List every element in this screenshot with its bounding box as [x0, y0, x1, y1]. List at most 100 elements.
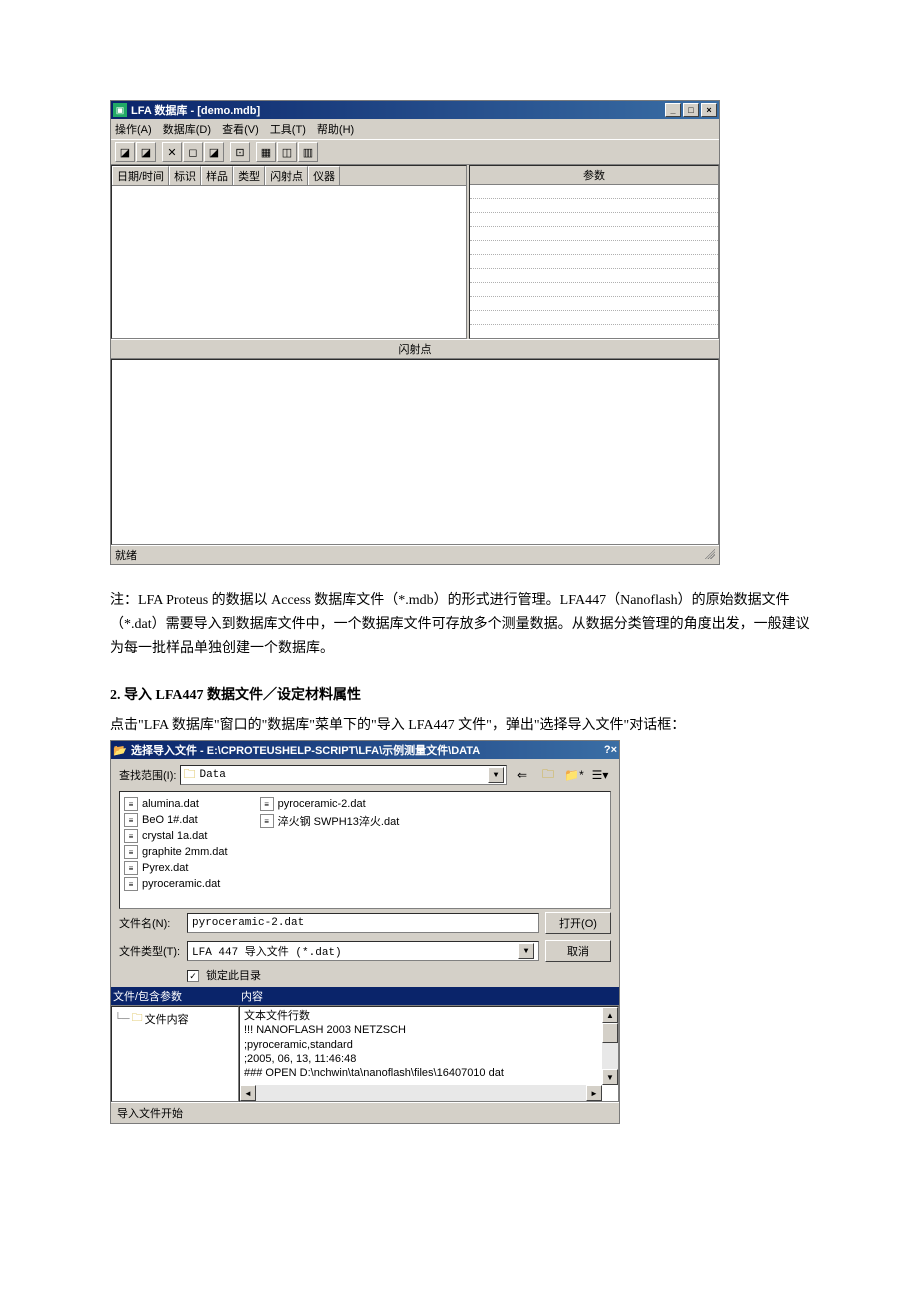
tree-pane[interactable]: └─ 🗀 文件内容 — [111, 1006, 239, 1102]
status-text: 导入文件开始 — [117, 1105, 183, 1121]
scroll-up-icon[interactable]: ▲ — [602, 1007, 618, 1023]
menu-database[interactable]: 数据库(D) — [163, 124, 211, 136]
separator — [157, 142, 161, 162]
intro-paragraph: 点击"LFA 数据库"窗口的"数据库"菜单下的"导入 LFA447 文件"，弹出… — [110, 714, 810, 738]
dialog-statusbar: 导入文件开始 — [111, 1102, 619, 1123]
col-datetime[interactable]: 日期/时间 — [112, 166, 169, 185]
content-line: ;pyroceramic,standard — [244, 1038, 614, 1052]
col-id[interactable]: 标识 — [169, 166, 201, 185]
lookin-value: Data — [199, 769, 225, 781]
dialog-titlebar: 📂 选择导入文件 - E:\CPROTEUSHELP-SCRIPT\LFA\示例… — [111, 741, 619, 759]
note-paragraph: 注：LFA Proteus 的数据以 Access 数据库文件（*.mdb）的形… — [110, 589, 810, 660]
window-title: LFA 数据库 - [demo.mdb] — [131, 102, 663, 118]
tool-icon[interactable]: ▦ — [256, 142, 276, 162]
tool-icon[interactable]: ▥ — [298, 142, 318, 162]
file-item[interactable]: ≡BeO 1#.dat — [124, 812, 228, 828]
lookin-combo[interactable]: 🗀 Data ▼ — [180, 765, 507, 785]
tool-icon[interactable]: ◫ — [277, 142, 297, 162]
tool-icon[interactable]: ◻ — [183, 142, 203, 162]
app-icon: ▣ — [113, 103, 127, 117]
content-pane: 文本文件行数 !!! NANOFLASH 2003 NETZSCH ;pyroc… — [239, 1006, 619, 1102]
file-icon: ≡ — [124, 797, 138, 811]
tool-icon[interactable]: ◪ — [136, 142, 156, 162]
columns-header: 文件/包含参数 内容 — [111, 987, 619, 1005]
file-item[interactable]: ≡pyroceramic.dat — [124, 876, 228, 892]
content-line: ;2005, 06, 13, 11:46:48 — [244, 1052, 614, 1066]
tool-icon[interactable]: ⊡ — [230, 142, 250, 162]
folder-icon: 🗀 — [132, 1009, 143, 1028]
content-line: !!! NANOFLASH 2003 NETZSCH — [244, 1023, 614, 1037]
menu-action[interactable]: 操作(A) — [115, 124, 152, 136]
resize-grip-icon[interactable] — [701, 547, 715, 559]
new-folder-icon[interactable]: 📁* — [563, 765, 585, 785]
file-icon: ≡ — [124, 813, 138, 827]
import-file-dialog: 📂 选择导入文件 - E:\CPROTEUSHELP-SCRIPT\LFA\示例… — [110, 740, 620, 1124]
file-item[interactable]: ≡Pyrex.dat — [124, 860, 228, 876]
flash-pane — [111, 359, 719, 545]
records-pane: 日期/时间 标识 样品 类型 闪射点 仪器 — [111, 165, 467, 339]
horizontal-scrollbar[interactable]: ◄ ► — [240, 1085, 602, 1101]
file-item[interactable]: ≡crystal 1a.dat — [124, 828, 228, 844]
file-icon: ≡ — [124, 861, 138, 875]
dropdown-icon[interactable]: ▼ — [488, 767, 504, 783]
filetype-combo[interactable]: LFA 447 导入文件 (*.dat) ▼ — [187, 941, 539, 961]
statusbar: 就绪 — [111, 545, 719, 564]
flash-header: 闪射点 — [111, 339, 719, 359]
filename-label: 文件名(N): — [119, 915, 181, 931]
tool-icon[interactable]: ◪ — [204, 142, 224, 162]
menu-tools[interactable]: 工具(T) — [270, 124, 306, 136]
file-item[interactable]: ≡alumina.dat — [124, 796, 228, 812]
cancel-button[interactable]: 取消 — [545, 940, 611, 962]
col-instrument[interactable]: 仪器 — [308, 166, 340, 185]
col-content: 内容 — [241, 988, 263, 1004]
vertical-scrollbar[interactable]: ▲ ▼ — [602, 1007, 618, 1085]
scroll-thumb[interactable] — [602, 1023, 618, 1043]
lfa-database-window: ▣ LFA 数据库 - [demo.mdb] _ □ × 操作(A) 数据库(D… — [110, 100, 720, 565]
file-icon: ≡ — [260, 814, 274, 828]
file-icon: ≡ — [124, 829, 138, 843]
file-list[interactable]: ≡alumina.dat ≡BeO 1#.dat ≡crystal 1a.dat… — [119, 791, 611, 909]
tool-delete-icon[interactable]: ✕ — [162, 142, 182, 162]
file-item[interactable]: ≡淬火钢 SWPH13淬火.dat — [260, 812, 400, 830]
folder-open-icon: 📂 — [113, 743, 127, 757]
tool-icon[interactable]: ◪ — [115, 142, 135, 162]
tree-line: └─ — [114, 1013, 130, 1025]
menu-help[interactable]: 帮助(H) — [317, 124, 354, 136]
content-line: 文本文件行数 — [244, 1009, 614, 1023]
toolbar: ◪ ◪ ✕ ◻ ◪ ⊡ ▦ ◫ ▥ — [111, 139, 719, 164]
file-item[interactable]: ≡graphite 2mm.dat — [124, 844, 228, 860]
file-icon: ≡ — [124, 845, 138, 859]
file-item[interactable]: ≡pyroceramic-2.dat — [260, 796, 400, 812]
params-header: 参数 — [470, 166, 718, 185]
menubar: 操作(A) 数据库(D) 查看(V) 工具(T) 帮助(H) — [111, 119, 719, 139]
view-menu-icon[interactable]: ☰▾ — [589, 765, 611, 785]
menu-view[interactable]: 查看(V) — [222, 124, 259, 136]
dialog-title: 选择导入文件 - E:\CPROTEUSHELP-SCRIPT\LFA\示例测量… — [131, 742, 604, 758]
col-type[interactable]: 类型 — [233, 166, 265, 185]
close-button[interactable]: × — [611, 744, 617, 756]
col-sample[interactable]: 样品 — [201, 166, 233, 185]
open-button[interactable]: 打开(O) — [545, 912, 611, 934]
dropdown-icon[interactable]: ▼ — [518, 943, 534, 959]
col-file-params: 文件/包含参数 — [113, 988, 241, 1004]
minimize-button[interactable]: _ — [665, 103, 681, 117]
close-button[interactable]: × — [701, 103, 717, 117]
scroll-left-icon[interactable]: ◄ — [240, 1085, 256, 1101]
scroll-right-icon[interactable]: ► — [586, 1085, 602, 1101]
filetype-label: 文件类型(T): — [119, 943, 181, 959]
back-icon[interactable]: ⇐ — [511, 765, 533, 785]
section-heading: 2. 导入 LFA447 数据文件／设定材料属性 — [110, 684, 810, 704]
status-text: 就绪 — [115, 547, 137, 563]
file-icon: ≡ — [260, 797, 274, 811]
tree-node-label[interactable]: 文件内容 — [145, 1011, 189, 1027]
col-flash[interactable]: 闪射点 — [265, 166, 308, 185]
maximize-button[interactable]: □ — [683, 103, 699, 117]
filename-input[interactable]: pyroceramic-2.dat — [187, 913, 539, 933]
help-button[interactable]: ? — [604, 744, 611, 756]
lock-dir-checkbox[interactable]: ✓ — [187, 970, 199, 982]
folder-icon: 🗀 — [183, 765, 195, 786]
params-pane: 参数 — [469, 165, 719, 339]
scroll-down-icon[interactable]: ▼ — [602, 1069, 618, 1085]
file-icon: ≡ — [124, 877, 138, 891]
up-folder-icon[interactable]: 🗀 — [537, 765, 559, 785]
